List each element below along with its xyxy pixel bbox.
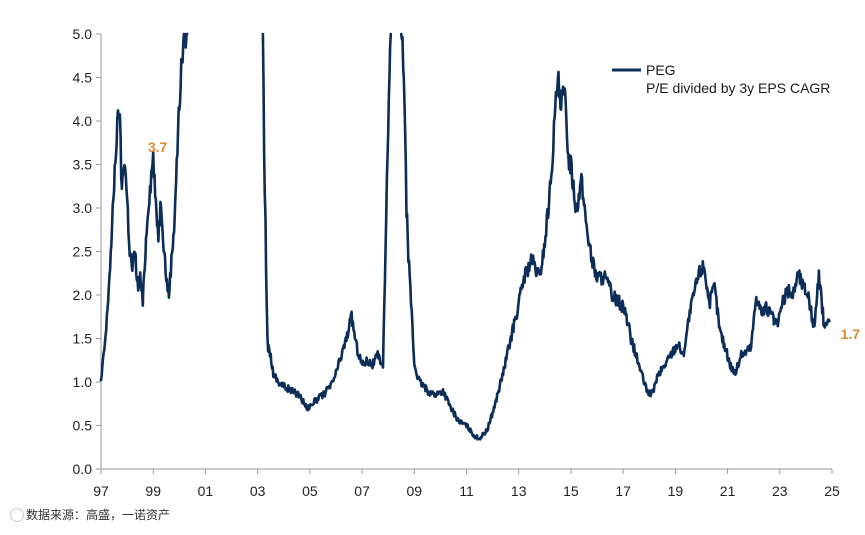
watermark-logo-icon xyxy=(10,508,24,522)
y-axis: 0.0 0.5 1.0 1.5 2.0 2.5 3.0 3.5 4.0 4.5 5.0 xyxy=(73,26,102,477)
y-tick-label: 1.0 xyxy=(73,374,93,390)
source-note: 数据来源：高盛，一诺资产 xyxy=(26,508,171,522)
x-tick-label: 11 xyxy=(459,483,474,499)
legend-label-peg: PEG xyxy=(646,62,676,78)
y-tick-label: 3.0 xyxy=(73,200,93,216)
y-tick-label: 2.5 xyxy=(73,244,93,260)
x-tick-label: 17 xyxy=(615,483,631,499)
x-tick-label: 09 xyxy=(406,483,422,499)
x-tick-label: 13 xyxy=(511,483,527,499)
y-tick-label: 4.0 xyxy=(73,113,93,129)
x-tick-label: 05 xyxy=(302,483,318,499)
x-tick-label: 19 xyxy=(668,483,684,499)
y-tick-label: 0.5 xyxy=(73,418,93,434)
series-layer xyxy=(99,32,831,441)
y-tick-label: 2.0 xyxy=(73,287,93,303)
series-line-peg xyxy=(399,32,831,441)
y-tick-label: 5.0 xyxy=(73,26,93,42)
y-tick-label: 4.5 xyxy=(73,70,93,86)
x-axis: 97 99 01 03 05 07 09 11 13 15 17 19 21 23 25 xyxy=(93,468,840,499)
series-line-peg xyxy=(261,32,393,412)
data-label: 3.7 xyxy=(148,139,168,155)
x-tick-label: 15 xyxy=(563,483,579,499)
x-tick-label: 07 xyxy=(354,483,370,499)
y-tick-label: 3.5 xyxy=(73,157,93,173)
x-tick-label: 03 xyxy=(250,483,266,499)
x-tick-label: 99 xyxy=(145,483,161,499)
y-tick-label: 1.5 xyxy=(73,331,93,347)
x-tick-label: 01 xyxy=(198,483,214,499)
data-label: 1.7 xyxy=(841,326,861,342)
x-tick-label: 25 xyxy=(824,483,840,499)
y-tick-label: 0.0 xyxy=(73,461,93,477)
x-tick-label: 97 xyxy=(93,483,109,499)
x-tick-label: 21 xyxy=(720,483,736,499)
series-line-peg xyxy=(99,32,189,382)
legend-label-description: P/E divided by 3y EPS CAGR xyxy=(646,80,830,96)
annotation-layer: 3.7 1.7 xyxy=(148,139,860,342)
legend: PEG P/E divided by 3y EPS CAGR xyxy=(612,62,830,96)
x-tick-label: 23 xyxy=(772,483,788,499)
